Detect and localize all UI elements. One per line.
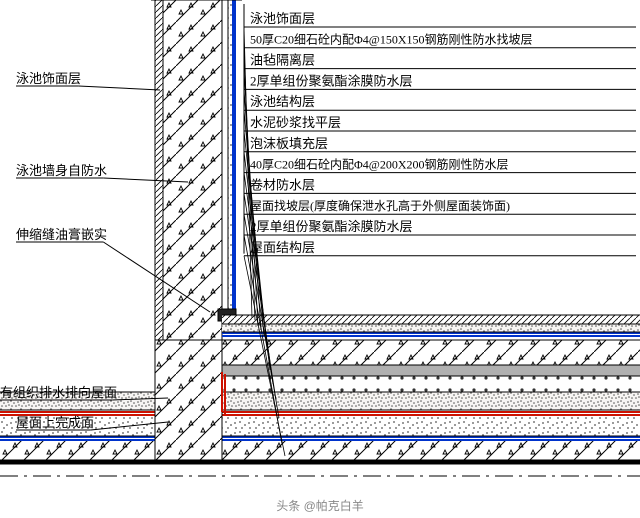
layer-label: 泳池结构层 <box>250 94 315 109</box>
layers-right <box>222 315 640 462</box>
right-label-4: 泳池结构层 <box>244 94 636 336</box>
left-label-text: 有组织排水排向屋面 <box>0 385 117 400</box>
layer-label: 泡沫板填充层 <box>250 136 328 151</box>
layer-label: 2厚单组份聚氨酯涂膜防水层 <box>250 73 413 88</box>
layer-label: 40厚C20细石砼内配Φ4@200X200钢筋刚性防水层 <box>250 156 509 171</box>
left-label-0: 泳池饰面层 <box>16 71 160 90</box>
layer-label: 泳池饰面层 <box>250 11 315 26</box>
layer-label: 2厚单组份聚氨酯涂膜防水层 <box>250 219 413 234</box>
layer-label: 50厚C20细石砼内配Φ4@150X150钢筋刚性防水找坡层 <box>250 32 533 47</box>
layer-label: 卷材防水层 <box>250 177 315 192</box>
layers-left <box>0 340 222 462</box>
pool-wall <box>151 0 242 340</box>
left-label-text: 泳池墙身自防水 <box>16 163 107 178</box>
layer-label: 水泥砂浆找平层 <box>250 115 341 130</box>
layer-label: 屋面找坡层(厚度确保泄水孔高于外侧屋面装饰面) <box>250 198 510 213</box>
layer-label: 油毡隔离层 <box>250 53 315 68</box>
layer-label: 屋面结构层 <box>250 240 315 255</box>
left-label-text: 伸缩缝油膏嵌实 <box>16 227 107 242</box>
section-diagram: 泳池饰面层泳池墙身自防水伸缩缝油膏嵌实有组织排水排向屋面屋面上完成面泳池饰面层5… <box>0 0 640 476</box>
left-label-text: 泳池饰面层 <box>16 71 81 86</box>
left-label-text: 屋面上完成面 <box>16 415 94 430</box>
credit-footer: 头条 @帕克白羊 <box>0 497 640 514</box>
